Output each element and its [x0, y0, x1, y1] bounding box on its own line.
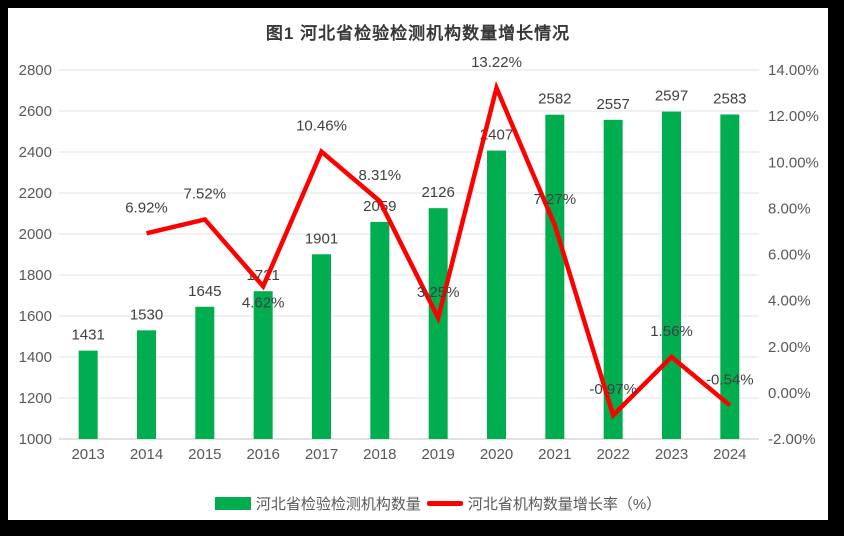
chart-canvas: 图1 河北省检验检测机构数量增长情况 1000 1200 1400 1600 1800 2…	[8, 8, 828, 520]
svg-text:7.27%: 7.27%	[534, 191, 577, 208]
svg-text:10.00%: 10.00%	[768, 154, 819, 171]
svg-text:2000: 2000	[19, 226, 52, 243]
svg-text:1000: 1000	[19, 431, 52, 448]
legend-item-line: 河北省机构数量增长率（%）	[426, 493, 662, 514]
svg-text:2407: 2407	[480, 127, 513, 144]
svg-text:-0.97%: -0.97%	[589, 381, 637, 398]
svg-text:2023: 2023	[655, 446, 688, 463]
svg-text:2015: 2015	[188, 446, 221, 463]
svg-text:4.62%: 4.62%	[242, 294, 285, 311]
svg-text:2024: 2024	[713, 446, 746, 463]
svg-text:14.00%: 14.00%	[768, 62, 819, 79]
svg-text:1530: 1530	[130, 306, 163, 323]
svg-text:2019: 2019	[421, 446, 454, 463]
svg-text:8.31%: 8.31%	[359, 167, 402, 184]
svg-text:2126: 2126	[421, 184, 454, 201]
svg-text:1431: 1431	[71, 327, 104, 344]
legend-label-bars: 河北省检验检测机构数量	[255, 496, 421, 513]
svg-text:1400: 1400	[19, 349, 52, 366]
svg-text:1600: 1600	[19, 308, 52, 325]
chart-title: 图1 河北省检验检测机构数量增长情况	[265, 24, 571, 43]
svg-text:4.00%: 4.00%	[768, 293, 811, 310]
svg-text:2597: 2597	[655, 88, 688, 105]
svg-text:10.46%: 10.46%	[296, 118, 347, 135]
svg-text:1.56%: 1.56%	[650, 323, 693, 340]
svg-text:2017: 2017	[305, 446, 338, 463]
svg-text:2800: 2800	[19, 62, 52, 79]
plot-svg: 1000 1200 1400 1600 1800 2000 2200 2400 2600 2800…	[19, 54, 819, 463]
svg-text:8.00%: 8.00%	[768, 200, 811, 217]
svg-text:1901: 1901	[305, 230, 338, 247]
svg-text:3.25%: 3.25%	[417, 284, 460, 301]
svg-text:2016: 2016	[246, 446, 279, 463]
legend-label-line: 河北省机构数量增长率（%）	[467, 496, 662, 513]
svg-text:2600: 2600	[19, 103, 52, 120]
svg-text:2557: 2557	[596, 96, 629, 113]
svg-text:1645: 1645	[188, 283, 221, 300]
svg-text:0.00%: 0.00%	[768, 385, 811, 402]
svg-text:2400: 2400	[19, 144, 52, 161]
chart-legend: 河北省检验检测机构数量 河北省机构数量增长率（%）	[28, 493, 844, 514]
svg-text:-2.00%: -2.00%	[768, 431, 816, 448]
svg-text:2022: 2022	[596, 446, 629, 463]
svg-text:2583: 2583	[713, 90, 746, 107]
svg-text:2021: 2021	[538, 446, 571, 463]
svg-text:2018: 2018	[363, 446, 396, 463]
svg-text:6.92%: 6.92%	[125, 199, 168, 216]
svg-text:2582: 2582	[538, 91, 571, 108]
svg-text:1200: 1200	[19, 390, 52, 407]
svg-text:6.00%: 6.00%	[768, 247, 811, 264]
svg-text:13.22%: 13.22%	[471, 54, 522, 71]
svg-text:2020: 2020	[480, 446, 513, 463]
svg-text:2200: 2200	[19, 185, 52, 202]
svg-text:7.52%: 7.52%	[184, 185, 227, 202]
svg-text:1800: 1800	[19, 267, 52, 284]
svg-text:2014: 2014	[130, 446, 163, 463]
svg-text:-0.54%: -0.54%	[706, 371, 754, 388]
svg-text:2059: 2059	[363, 198, 396, 215]
svg-text:2.00%: 2.00%	[768, 339, 811, 356]
line-series-swatch-icon	[426, 501, 463, 506]
svg-text:12.00%: 12.00%	[768, 108, 819, 125]
bar-series-swatch-icon	[214, 497, 251, 510]
svg-text:2013: 2013	[71, 446, 104, 463]
legend-item-bars: 河北省检验检测机构数量	[214, 493, 421, 514]
